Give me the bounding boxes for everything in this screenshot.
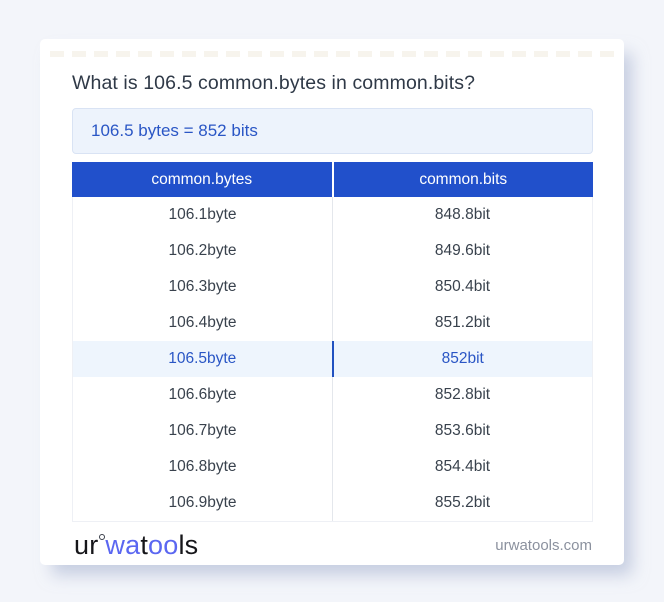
table-row: 106.2byte 849.6bit [73,233,592,269]
logo-text-segment: ls [178,529,199,560]
column-header-bits: common.bits [419,170,508,188]
site-url-label: urwatools.com [495,536,592,554]
table-cell-bytes: 106.1byte [73,197,333,233]
table-cell-bits: 853.6bit [434,422,491,439]
table-cell-bytes: 106.4byte [73,305,333,341]
table-cell-bits: 851.2bit [434,314,491,331]
logo-text-segment: oo [148,529,179,560]
table-cell-bytes: 106.8byte [73,449,333,485]
table-cell-bits: 849.6bit [434,242,491,259]
table-row: 106.6byte 852.8bit [73,377,592,413]
table-header-row: common.bytes common.bits [72,162,593,197]
dashed-decoration [50,51,614,57]
table-cell-bytes: 106.3byte [73,269,333,305]
table-cell-bytes: 106.2byte [73,233,333,269]
converter-card: What is 106.5 common.bytes in common.bit… [40,39,624,565]
table-row: 106.1byte 848.8bit [73,197,592,233]
page-title: What is 106.5 common.bytes in common.bit… [72,72,476,94]
table-row-highlighted: 106.5byte 852bit [73,341,592,377]
table-cell-bits: 855.2bit [434,494,491,511]
logo-text-segment: t [140,529,149,560]
table-cell-bits: 852bit [441,350,484,367]
table-row: 106.9byte 855.2bit [73,485,592,521]
table-cell-bits: 850.4bit [434,278,491,295]
column-header-bytes: common.bytes [72,162,334,197]
conversion-table: common.bytes common.bits 106.1byte 848.8b… [72,162,593,522]
logo-ring-icon [99,533,106,540]
table-cell-bits: 854.4bit [434,458,491,475]
result-text: 106.5 bytes = 852 bits [91,121,258,140]
result-banner: 106.5 bytes = 852 bits [72,108,593,154]
logo-text-segment: ur [74,529,99,560]
table-row: 106.3byte 850.4bit [73,269,592,305]
table-cell-bits: 848.8bit [434,206,491,223]
table-cell-bytes: 106.9byte [73,485,333,521]
table-cell-bytes: 106.7byte [73,413,333,449]
table-cell-bits: 852.8bit [434,386,491,403]
footer: ur watools urwatools.com [72,522,593,566]
table-row: 106.7byte 853.6bit [73,413,592,449]
table-cell-bytes: 106.6byte [73,377,333,413]
urwatools-logo[interactable]: ur watools [74,529,199,560]
table-row: 106.8byte 854.4bit [73,449,592,485]
conversion-table-body: 106.1byte 848.8bit 106.2byte 849.6bit 106.3b… [72,197,593,522]
logo-text-segment: wa [105,529,141,560]
table-row: 106.4byte 851.2bit [73,305,592,341]
table-cell-bytes: 106.5byte [73,341,334,377]
